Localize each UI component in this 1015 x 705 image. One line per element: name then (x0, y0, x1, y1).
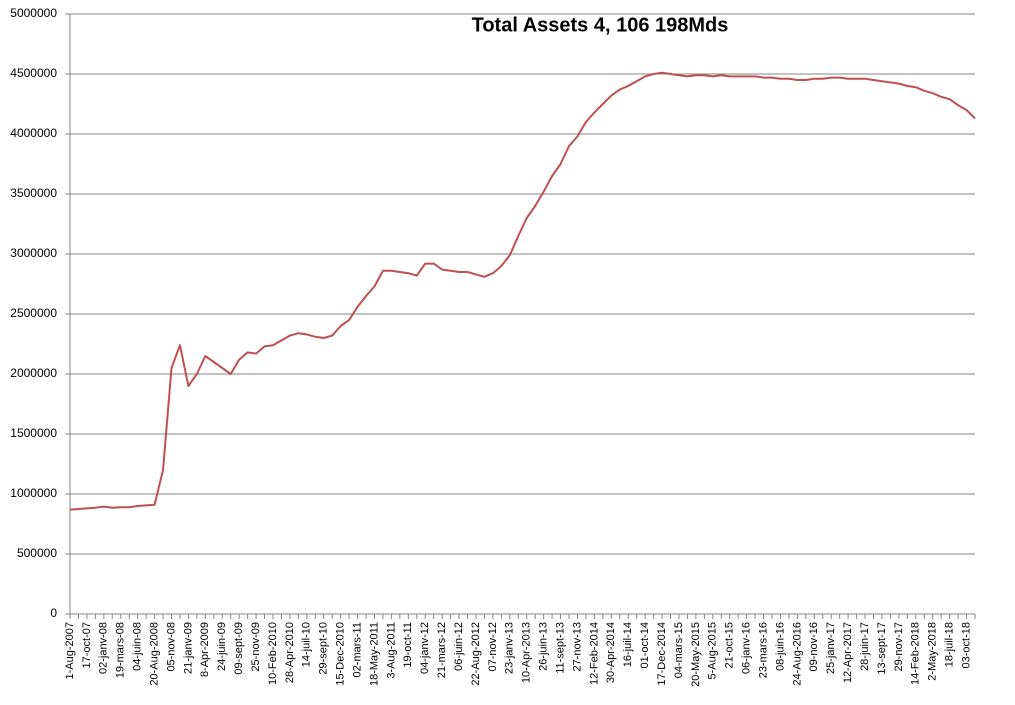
x-tick-label: 14-Feb-2018 (910, 622, 922, 685)
x-tick-label: 18-May-2011 (368, 622, 380, 686)
x-tick-label: 30-Apr-2014 (605, 622, 617, 683)
x-tick-label: 16-juil-14 (622, 622, 634, 667)
x-tick-label: 23-mars-16 (757, 622, 769, 678)
series-line (69, 71, 976, 511)
x-tick-label: 10-Apr-2013 (521, 622, 533, 683)
x-tick-label: 21-mars-12 (436, 622, 448, 678)
x-tick-label: 19-oct-11 (402, 622, 414, 668)
x-tick-label: 14-juil-10 (301, 622, 313, 667)
x-tick-label: 21-janv-09 (182, 622, 194, 674)
x-tick-label: 27-nov-13 (571, 622, 583, 672)
x-tick-label: 17-Dec-2014 (656, 622, 668, 686)
chart-title: Total Assets 4, 106 198Mds (472, 14, 729, 36)
x-tick-label: 28-juin-17 (859, 622, 871, 671)
x-tick-label: 21-oct-15 (724, 622, 736, 668)
y-tick-label: 500000 (17, 546, 57, 560)
x-tick-label: 22-Aug-2012 (470, 622, 482, 686)
x-tick-label: 10-Feb-2010 (267, 622, 279, 685)
x-tick-label: 17-oct-07 (81, 622, 93, 668)
y-tick-label: 3000000 (10, 246, 57, 260)
x-tick-label: 09-nov-16 (808, 622, 820, 672)
y-tick-label: 2000000 (10, 366, 57, 380)
x-tick-label: 23-janv-13 (504, 622, 516, 674)
y-tick-label: 5000000 (10, 6, 57, 20)
x-tick-label: 8-Apr-2009 (199, 622, 211, 677)
y-tick-label: 0 (50, 606, 57, 620)
x-tick-label: 25-janv-17 (825, 622, 837, 674)
x-tick-label: 04-mars-15 (673, 622, 685, 678)
x-tick-label: 03-oct-18 (960, 622, 972, 668)
y-tick-label: 3500000 (10, 186, 57, 200)
x-tick-label: 2-May-2018 (927, 622, 939, 681)
x-tick-label: 04-juin-08 (132, 622, 144, 671)
x-tick-label: 20-Aug-2008 (148, 622, 160, 686)
x-tick-label: 09-sept-09 (233, 622, 245, 675)
x-tick-label: 19-mars-08 (115, 622, 127, 678)
x-tick-label: 29-nov-17 (893, 622, 905, 672)
x-tick-label: 18-juil-18 (944, 622, 956, 667)
x-tick-label: 11-sept-13 (554, 622, 566, 674)
x-tick-label: 06-janv-16 (741, 622, 753, 674)
x-tick-label: 02-janv-08 (98, 622, 110, 674)
x-tick-label: 24-Aug-2016 (791, 622, 803, 686)
x-tick-label: 24-juin-09 (216, 622, 228, 671)
y-tick-label: 2500000 (10, 306, 57, 320)
x-tick-label: 13-sept-17 (876, 622, 888, 675)
x-tick-label: 06-juin-12 (453, 622, 465, 671)
x-tick-label: 04-janv-12 (419, 622, 431, 674)
x-tick-label: 5-Aug-2015 (707, 622, 719, 680)
y-tick-label: 1500000 (10, 426, 57, 440)
x-tick-label: 07-nov-12 (487, 622, 499, 672)
x-tick-label: 25-nov-09 (250, 622, 262, 672)
x-tick-label: 15-Dec-2010 (335, 622, 347, 686)
x-tick-label: 12-Apr-2017 (842, 622, 854, 683)
x-tick-label: 12-Feb-2014 (588, 622, 600, 685)
x-tick-label: 29-sept-10 (318, 622, 330, 675)
x-tick-label: 1-Aug-2007 (64, 622, 76, 680)
y-tick-label: 4500000 (10, 66, 57, 80)
y-tick-label: 1000000 (10, 486, 57, 500)
x-tick-label: 20-May-2015 (690, 622, 702, 687)
x-tick-label: 28-Apr-2010 (284, 622, 296, 683)
x-tick-label: 26-juin-13 (538, 622, 550, 671)
x-tick-label: 05-nov-08 (165, 622, 177, 672)
x-tick-label: 02-mars-11 (351, 622, 363, 677)
x-tick-label: 01-oct-14 (639, 622, 651, 668)
x-tick-label: 3-Aug-2011 (385, 622, 397, 679)
y-tick-label: 4000000 (10, 126, 57, 140)
x-tick-label: 08-juin-16 (774, 622, 786, 671)
